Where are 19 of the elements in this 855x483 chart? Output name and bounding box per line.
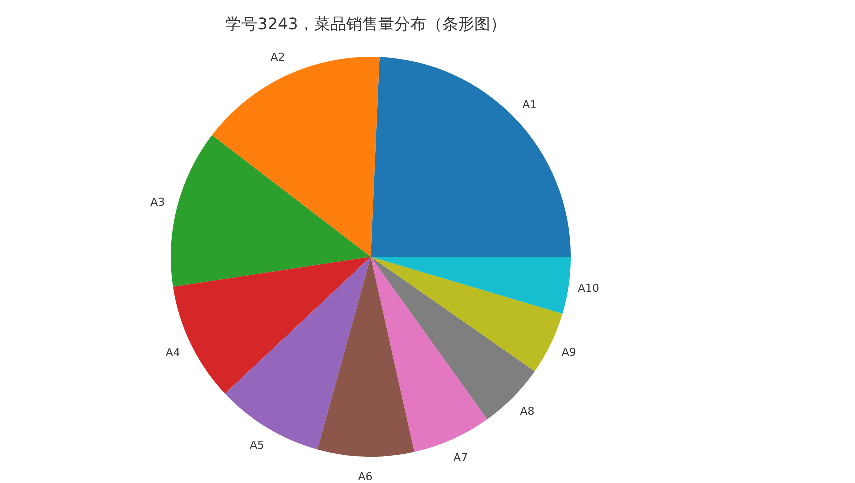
slice-label: A5	[250, 438, 264, 452]
pie-slice	[371, 257, 535, 420]
pie-slice	[371, 257, 571, 314]
pie-slice	[318, 257, 415, 457]
slice-label: A10	[578, 282, 600, 296]
slice-label: A8	[520, 405, 535, 418]
slice-label: A6	[358, 470, 373, 483]
chart-title: 学号3243，菜品销售量分布（条形图）	[226, 14, 506, 34]
pie-slice	[371, 257, 563, 372]
slice-label: A9	[562, 346, 576, 360]
pie-slice	[225, 257, 371, 450]
pie-slice	[171, 135, 371, 288]
pie-slice	[371, 57, 571, 257]
slice-label: A4	[166, 346, 180, 360]
pie-slice	[371, 257, 488, 452]
slice-label: A2	[270, 51, 286, 64]
slice-label: A7	[454, 451, 468, 464]
slice-label: A3	[150, 196, 166, 209]
slice-label: A1	[522, 98, 538, 112]
